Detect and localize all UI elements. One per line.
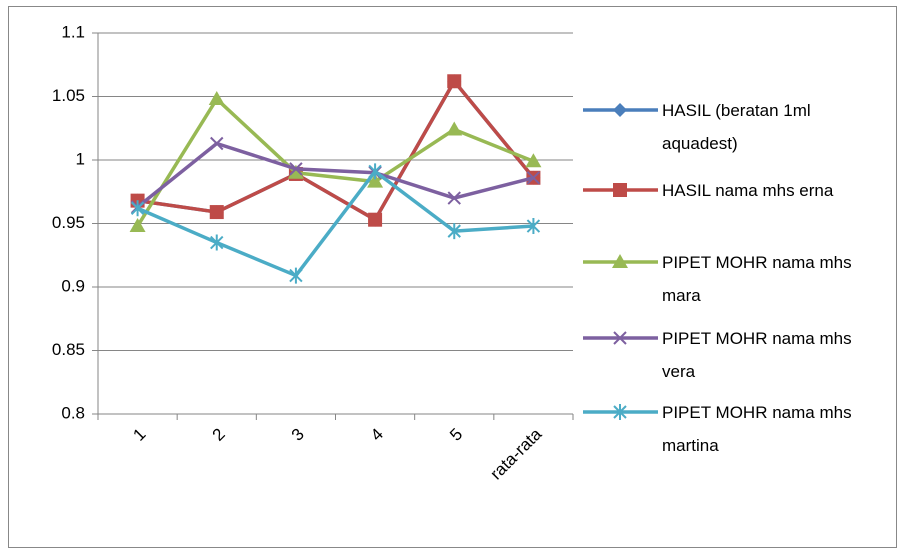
marker [287, 164, 304, 179]
legend-label: HASIL (beratan 1ml aquadest) [662, 101, 811, 153]
y-tick-label: 1 [76, 149, 85, 168]
legend-label: PIPET MOHR nama mhs mara [662, 253, 852, 305]
series-line [136, 141, 534, 209]
marker [613, 183, 627, 197]
marker [289, 267, 303, 284]
y-tick-label: 1.1 [61, 22, 85, 41]
marker [526, 218, 541, 235]
marker [446, 121, 463, 136]
series-line [136, 97, 535, 227]
marker [208, 91, 225, 106]
marker [368, 163, 382, 180]
y-tick-label: 0.8 [61, 403, 85, 422]
y-tick-label: 0.85 [52, 340, 85, 359]
marker [613, 103, 627, 117]
marker [526, 171, 541, 185]
series-line [136, 169, 534, 278]
marker [289, 162, 303, 176]
marker [129, 218, 146, 233]
marker [368, 212, 383, 227]
series [129, 91, 542, 233]
marker [367, 173, 384, 188]
legend-label: PIPET MOHR nama mhs martina [662, 403, 852, 455]
marker [613, 331, 627, 345]
y-tick-label: 1.05 [52, 86, 85, 105]
y-tick-label: 0.9 [61, 276, 85, 295]
marker [612, 254, 628, 268]
marker [447, 191, 461, 205]
series [130, 163, 541, 284]
marker [210, 234, 224, 251]
legend-label: HASIL nama mhs erna [662, 181, 834, 200]
marker [130, 200, 145, 217]
series-line [137, 79, 535, 222]
marker [447, 74, 462, 89]
marker [210, 136, 224, 151]
y-tick-label: 0.95 [52, 213, 85, 232]
legend-label: PIPET MOHR nama mhs vera [662, 329, 852, 381]
marker [209, 205, 224, 220]
marker [447, 223, 461, 240]
marker [525, 153, 542, 168]
marker [613, 404, 627, 420]
